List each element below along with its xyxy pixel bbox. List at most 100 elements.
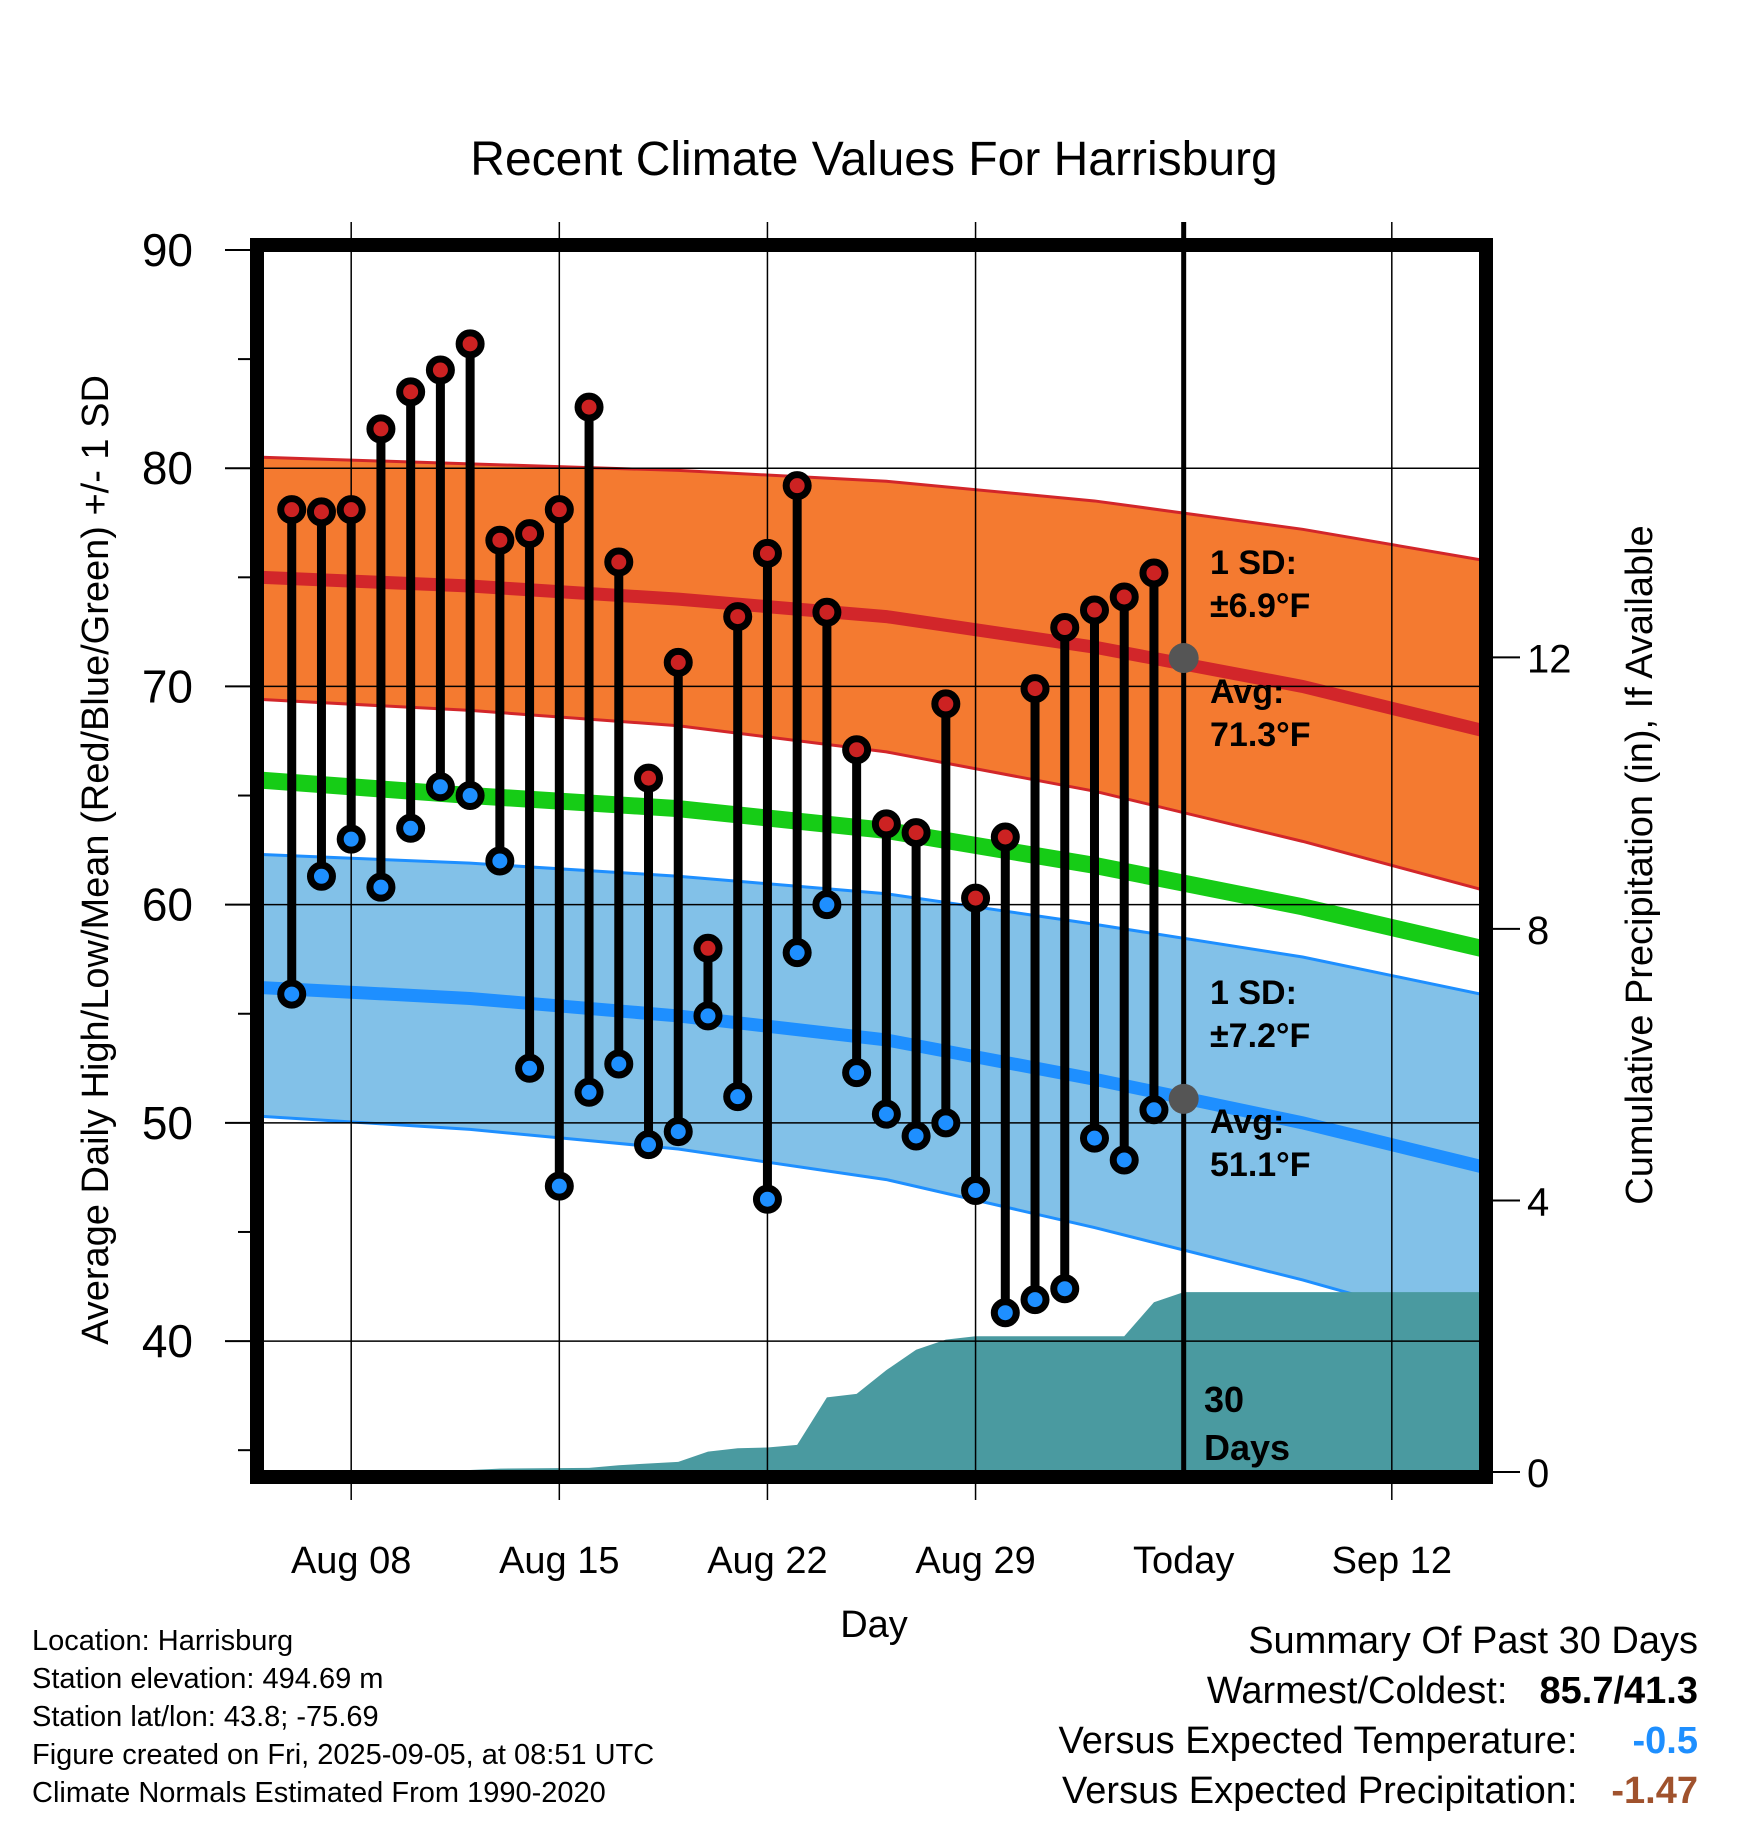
low-point [1139,1095,1169,1125]
low-point [1020,1285,1050,1315]
y2-tick-label: 0 [1527,1452,1549,1496]
high-point [604,547,634,577]
y2-tick-label: 8 [1527,909,1549,953]
low-avg-value: 51.1°F [1210,1146,1311,1184]
data-marks [277,329,1199,1328]
high-point [723,602,753,632]
y-tick-label: 50 [142,1097,193,1149]
low-point [1079,1123,1109,1153]
low-point [1109,1145,1139,1175]
precip-area [262,1292,1481,1472]
low-point [396,813,426,843]
low-point [604,1049,634,1079]
high-point [693,933,723,963]
high-point [515,519,545,549]
y2-axis-label: Cumulative Precipitation (in), If Availa… [1619,525,1661,1204]
x-tick-label: Sep 12 [1332,1540,1452,1582]
high-point [931,689,961,719]
x-tick-label: Aug 15 [499,1540,619,1582]
high-point [990,822,1020,852]
high-point [961,883,991,913]
temp-vs-expected-value: -0.5 [1632,1720,1698,1762]
summary-panel: Summary Of Past 30 Days Warmest/Coldest:… [1059,1616,1698,1816]
high-point [1109,582,1139,612]
today-high-avg-marker [1168,643,1199,674]
low-point [544,1171,574,1201]
y-tick-label: 80 [142,442,193,494]
days-label-number: 30 [1204,1379,1244,1420]
low-point [277,979,307,1009]
high-point [277,495,307,525]
high-annotation: 1 SD: ±6.9°F Avg: 71.3°F [1210,544,1311,754]
axes: 40 50 60 70 80 90 0 4 8 12 Aug 08 Aug 15 Aug 22 Aug 2… [142,224,1572,1582]
low-point [366,872,396,902]
high-point [782,471,812,501]
y-axis-label: Average Daily High/Low/Mean (Red/Blue/Gr… [75,375,117,1345]
high-point [544,495,574,525]
plot-area [262,455,1481,1472]
low-annotation: 1 SD: ±7.2°F Avg: 51.1°F [1210,974,1311,1184]
high-point [634,763,664,793]
low-point [574,1077,604,1107]
low-point [306,861,336,891]
elevation-text: Station elevation: 494.69 m [32,1663,384,1695]
low-point [871,1099,901,1129]
low-sd-band [262,854,1481,1331]
low-point [842,1058,872,1088]
high-point [574,392,604,422]
high-point [485,525,515,555]
latlon-text: Station lat/lon: 43.8; -75.69 [32,1701,379,1733]
x-tick-label: Aug 22 [707,1540,827,1582]
location-text: Location: Harrisburg [32,1625,294,1657]
low-sd-label: 1 SD: [1210,974,1297,1012]
low-point [931,1108,961,1138]
high-point [425,355,455,385]
high-point [455,329,485,359]
low-point [812,890,842,920]
low-point [752,1184,782,1214]
low-point [663,1117,693,1147]
warmest-coldest-label: Warmest/Coldest: [1206,1670,1508,1712]
low-sd-value: ±7.2°F [1210,1017,1310,1055]
plot-frame [250,238,1493,1484]
x-tick-label: Aug 08 [291,1540,411,1582]
low-lower-edge [262,1114,1481,1332]
low-point [693,1001,723,1031]
high-point [1020,674,1050,704]
low-point [901,1121,931,1151]
y-tick-label: 40 [142,1315,193,1367]
y-tick-label: 60 [142,879,193,931]
y2-tick-label: 12 [1527,637,1572,681]
created-text: Figure created on Fri, 2025-09-05, at 08… [32,1739,655,1771]
summary-precip-row: Versus Expected Precipitation: -1.47 [1059,1766,1698,1816]
normals-text: Climate Normals Estimated From 1990-2020 [32,1777,606,1809]
x-tick-label: Aug 29 [915,1540,1035,1582]
high-point [396,377,426,407]
low-point [782,938,812,968]
high-point [336,495,366,525]
high-avg-label: Avg: [1210,673,1284,711]
low-point [1050,1274,1080,1304]
x-axis-label: Day [840,1604,908,1646]
low-point [455,781,485,811]
high-avg-value: 71.3°F [1210,716,1311,754]
high-sd-label: 1 SD: [1210,544,1297,582]
high-point [366,414,396,444]
x-tick-label: Today [1133,1540,1234,1582]
low-point [723,1082,753,1112]
high-sd-band [262,457,1481,890]
low-point [485,846,515,876]
low-point [961,1176,991,1206]
low-avg-label: Avg: [1210,1103,1284,1141]
high-point [663,647,693,677]
summary-warmest-row: Warmest/Coldest: 85.7/41.3 [1059,1666,1698,1716]
high-point [812,597,842,627]
summary-title: Summary Of Past 30 Days [1248,1620,1698,1662]
y-tick-label: 90 [142,224,193,276]
high-point [901,818,931,848]
days-label-text: Days [1204,1427,1290,1468]
temp-vs-expected-label: Versus Expected Temperature: [1058,1720,1578,1762]
summary-temp-row: Versus Expected Temperature: -0.5 [1059,1716,1698,1766]
chart-title: Recent Climate Values For Harrisburg [470,133,1277,186]
